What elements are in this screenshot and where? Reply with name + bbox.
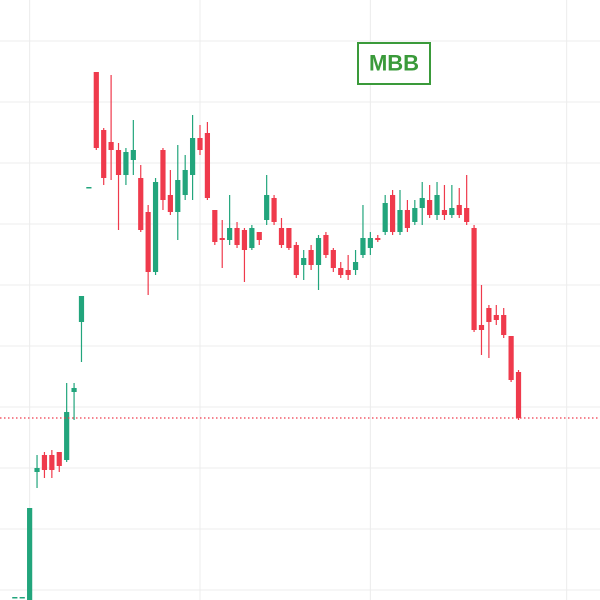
candle-body [145,212,151,272]
candle-body [345,270,351,275]
candle-body [456,205,462,215]
candle-body [86,187,92,189]
candle-body [271,198,277,222]
candle-body [241,230,248,250]
candle-body [278,228,285,245]
candle-body [412,208,418,222]
candle-body [34,468,40,472]
candle-body [375,238,381,240]
candle-body [182,170,188,195]
title-box [357,42,431,85]
candle-body [123,152,129,175]
candle-body [338,268,344,275]
candle-body [286,228,292,248]
candle-body [478,325,485,330]
candle-body [382,203,388,232]
candle-body [108,142,114,150]
candle-body [441,210,448,215]
candle-body [449,208,455,215]
candle-body [19,597,25,599]
candle-body [471,228,477,330]
candle-body [464,208,470,222]
candle-body [427,200,433,215]
candle-body [308,250,314,265]
candle-body [249,228,255,248]
candle-body [227,228,233,240]
candle-body [175,180,181,212]
candle-body [204,133,211,198]
candle-body [515,372,522,418]
candle-body [493,315,499,320]
candle-body [189,138,196,175]
candle-body [486,308,492,322]
candle-body [264,195,270,220]
candle-body [256,232,262,240]
candle-body [64,412,70,460]
candle-body [330,250,336,268]
candle-body [234,228,240,245]
candle-body [115,150,122,175]
candle-body [152,182,159,272]
candle-body [419,198,425,208]
candle-body [101,130,107,178]
candle-body [404,210,411,228]
candle-body [352,262,359,270]
candle-body [397,210,403,232]
candles [0,72,600,600]
candle-body [27,508,33,600]
candle-body [219,238,225,240]
candle-body [212,210,218,242]
candle-body [501,315,507,335]
candle-body [130,150,136,160]
candle-body [301,258,307,265]
candle-body [360,238,366,255]
overlay: MBB [357,42,431,85]
candle-body [508,336,514,380]
chart-title: MBB [369,50,419,75]
candle-body [12,597,18,599]
candle-body [41,455,48,470]
candle-body [78,296,85,322]
candle-body [56,452,62,466]
candle-body [197,138,203,150]
candle-body [389,195,396,232]
candle-body [167,195,173,212]
candle-body [138,178,144,230]
candle-body [71,388,77,392]
candle-body [49,455,55,470]
candle-body [93,72,99,148]
candle-body [323,235,329,255]
candle-body [434,195,440,215]
candle-body [367,238,373,248]
candle-body [293,245,299,275]
candle-body [160,150,166,200]
candle-body [315,238,322,265]
